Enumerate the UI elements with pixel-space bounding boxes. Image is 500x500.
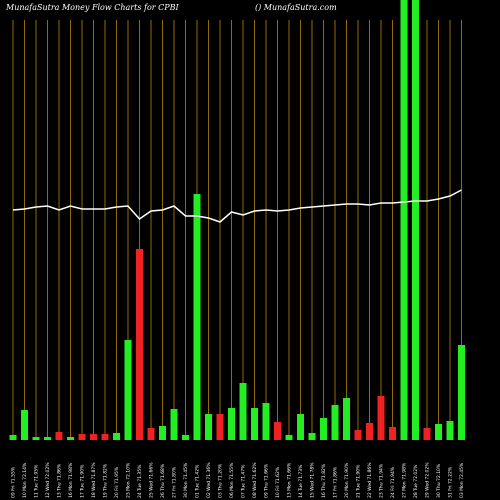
plot [9,0,465,440]
x-tick-label: 17 Fri 71.86% [333,466,339,498]
bar [182,435,189,440]
x-tick-label: 26 Thu 71.68% [160,463,166,498]
chart-title: MunafaSutra Money Flow Charts for CPBI [5,3,180,12]
x-tick-label: 12 Wed 72.02% [45,462,51,498]
x-tick-label: 11 Tue 71.95% [34,464,40,498]
x-tick-label: 03 Thu 71.20% [218,463,224,498]
x-tick-label: 07 Tue 71.47% [241,464,247,498]
x-tick-label: 31 Fri 72.22% [448,466,454,498]
bar [389,427,396,440]
x-tick-label: 29 Wed 72.02% [425,462,431,498]
x-tick-label: 18 Wed 71.87% [91,462,97,498]
bar [274,422,281,440]
bar [9,435,17,440]
bar [446,421,454,440]
bar [308,433,316,440]
bar [67,437,74,440]
bar [239,383,247,440]
x-tick-label: 22 Wed 71.86% [367,462,373,498]
x-tick-label: 23 Mon 72.10% [126,462,132,498]
bar [193,194,201,440]
x-tick-label: 17 Tue 71.90% [80,464,86,498]
x-tick-label: 14 Tue 71.73% [298,464,304,498]
bar [216,414,224,440]
bar [136,249,143,440]
bar [205,414,212,440]
bar [412,0,419,440]
x-tick-label: 28 Tue 72.02% [413,464,419,498]
x-tick-label: 13 Thu 71.86% [57,463,63,498]
bar [101,434,109,440]
x-tick-label: 27 Fri 71.80% [172,466,178,498]
bar [331,405,339,440]
bar [343,398,350,440]
bar [124,340,132,440]
bar [78,434,86,440]
bar [400,0,408,440]
x-tick-label: 10 Fri 71.62% [275,466,281,498]
x-tick-label: 24 Fri 71.94% [390,466,396,498]
money-flow-line [12,189,462,223]
x-tick-label: 20 Mon 71.90% [344,462,350,498]
bar [262,403,270,440]
x-tick-label: 30 Thu 72.10% [436,463,442,498]
bar [147,428,155,440]
x-tick-label: 30 Mon 71.45% [183,462,189,498]
bar [251,408,258,440]
bar [113,433,120,440]
x-tick-label: 16 Thu 71.82% [321,463,327,498]
x-tick-label: 06 Mon 71.55% [229,462,235,498]
bar [366,423,373,440]
x-tick-label: 16 Mon 71.98% [68,462,74,498]
bar [159,426,166,440]
x-tick-label: 10 Mon 72.14% [22,462,28,498]
x-tick-label: 03 Mon 72.45% [459,462,465,498]
bar [21,410,28,440]
bar [170,409,178,440]
x-tick-label: 09 Thu 71.66% [264,463,270,498]
x-tick-label: 21 Tue 71.90% [356,464,362,498]
bar [297,414,304,440]
x-tick-label: 08 Wed 71.62% [252,462,258,498]
bar [90,434,97,440]
bar [377,396,385,440]
x-tick-label: 19 Thu 71.82% [103,463,109,498]
bar [423,428,431,440]
bar [354,430,362,440]
bar [320,418,327,440]
x-tick-label: 24 Tue 71.35% [137,464,143,498]
bar [285,435,293,440]
bar [435,424,442,440]
bar [32,437,40,440]
x-tick-label: 20 Fri 71.95% [114,466,120,498]
bar [44,437,51,440]
x-tick-label: 25 Wed 71.66% [149,462,155,498]
x-tick-label: 01 Tue 71.42% [195,464,201,498]
bar [55,432,63,440]
x-tick-label: 15 Wed 71.78% [310,462,316,498]
bar [458,345,465,440]
x-tick-label: 27 Mon 71.98% [402,462,408,498]
x-tick-label: 09 Fri 71.55% [11,466,17,498]
x-tick-label: 02 Wed 71.36% [206,462,212,498]
bar [228,408,235,440]
x-tick-label: 13 Mon 71.66% [287,462,293,498]
x-tick-label: 23 Thu 71.94% [379,463,385,498]
chart-subtitle: () MunafaSutra.com [255,3,337,12]
